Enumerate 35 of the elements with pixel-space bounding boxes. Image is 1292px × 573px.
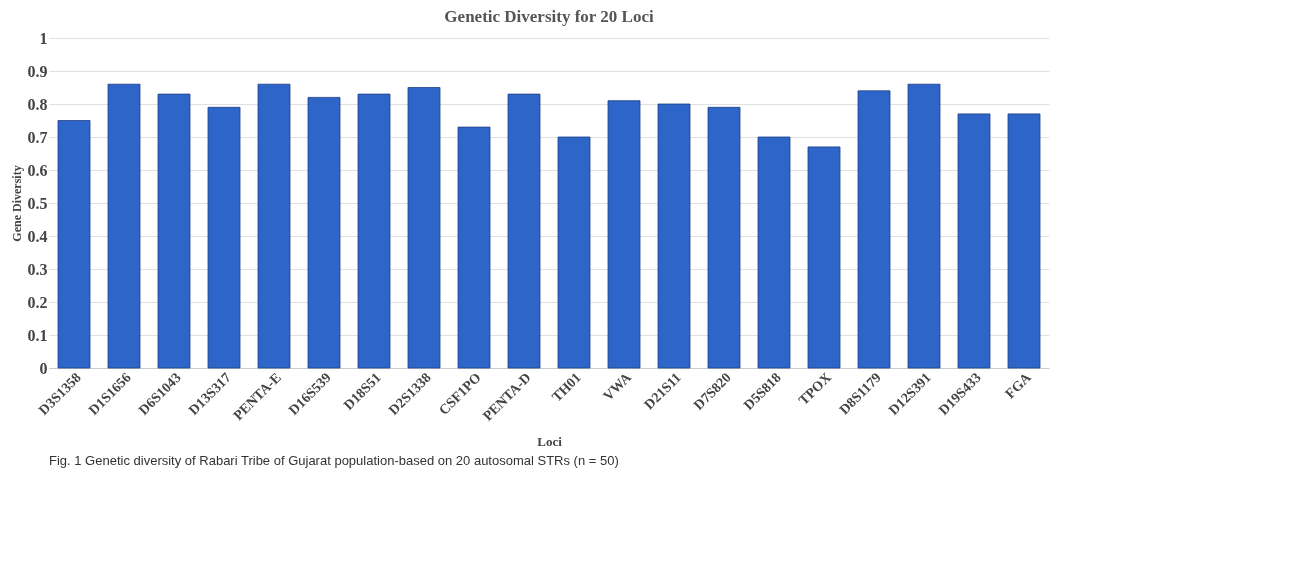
bar: [507, 93, 541, 369]
bar: [957, 113, 991, 369]
y-tick-label: 0.5: [27, 194, 48, 212]
y-tick-label: 0.2: [27, 293, 48, 311]
bar: [357, 93, 391, 369]
bar: [157, 93, 191, 369]
y-axis-title: Gene Diversity: [9, 165, 24, 242]
y-tick-label: 0.8: [27, 95, 48, 113]
bar: [407, 87, 441, 369]
bar: [307, 97, 341, 369]
bar: [257, 83, 291, 369]
y-tick-label: 0.4: [27, 227, 48, 245]
bar: [557, 136, 591, 369]
chart-title: Genetic Diversity for 20 Loci: [444, 7, 654, 26]
y-tick-label: 0.9: [27, 62, 48, 80]
bar: [57, 120, 91, 369]
y-tick-label: 0: [39, 359, 48, 377]
bar: [107, 83, 141, 369]
bar: [907, 83, 941, 369]
bar: [607, 100, 641, 369]
y-tick-label: 0.3: [27, 260, 48, 278]
y-tick-label: 0.7: [27, 128, 48, 146]
bar: [857, 90, 891, 369]
bar: [807, 146, 841, 369]
bar: [757, 136, 791, 369]
bar: [657, 103, 691, 369]
bar: [1007, 113, 1041, 369]
y-tick-label: 1: [39, 29, 48, 47]
bar: [457, 126, 491, 369]
bar: [207, 106, 241, 369]
caption: Fig. 1 Genetic diversity of Rabari Tribe of Gujarat population-based on 20 autosomal STRs (n = 50): [49, 453, 619, 468]
y-tick-label: 0.6: [27, 161, 48, 179]
x-axis-title: Loci: [537, 433, 563, 449]
y-tick-label: 0.1: [27, 326, 48, 344]
bar: [707, 106, 741, 369]
